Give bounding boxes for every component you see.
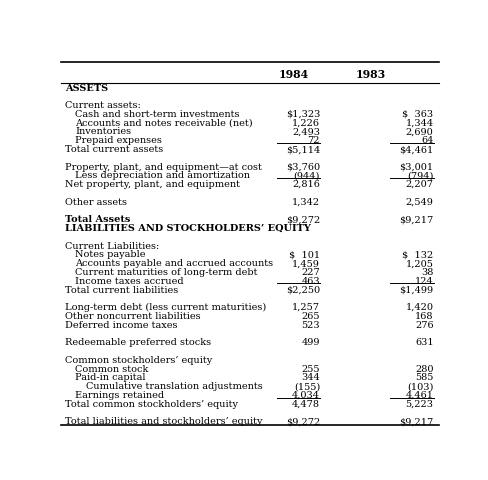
Text: Earnings retained: Earnings retained [75, 390, 164, 399]
Text: Property, plant, and equipment—at cost: Property, plant, and equipment—at cost [65, 162, 262, 171]
Text: 1,344: 1,344 [406, 119, 433, 127]
Text: 64: 64 [421, 136, 433, 145]
Text: Current Liabilities:: Current Liabilities: [65, 241, 159, 250]
Text: 72: 72 [307, 136, 320, 145]
Text: 38: 38 [421, 267, 433, 276]
Text: Income taxes accrued: Income taxes accrued [75, 276, 184, 285]
Text: Total current assets: Total current assets [65, 145, 163, 154]
Text: Inventories: Inventories [75, 127, 131, 136]
Text: LIABILITIES AND STOCKHOLDERS’ EQUITY: LIABILITIES AND STOCKHOLDERS’ EQUITY [65, 224, 311, 233]
Text: Current maturities of long-term debt: Current maturities of long-term debt [75, 267, 258, 276]
Text: 124: 124 [415, 276, 433, 285]
Text: Other noncurrent liabilities: Other noncurrent liabilities [65, 312, 201, 320]
Text: Other assets: Other assets [65, 197, 127, 206]
Text: (944): (944) [294, 171, 320, 180]
Text: Total liabilities and stockholders’ equity: Total liabilities and stockholders’ equi… [65, 417, 262, 425]
Text: $2,250: $2,250 [286, 285, 320, 294]
Text: Long-term debt (less current maturities): Long-term debt (less current maturities) [65, 302, 266, 312]
Text: Total common stockholders’ equity: Total common stockholders’ equity [65, 399, 238, 408]
Text: 280: 280 [415, 364, 433, 373]
Text: $9,272: $9,272 [286, 417, 320, 425]
Text: 344: 344 [301, 372, 320, 382]
Text: Accounts payable and accrued accounts: Accounts payable and accrued accounts [75, 259, 273, 268]
Text: Cash and short-term investments: Cash and short-term investments [75, 109, 240, 119]
Text: 499: 499 [302, 337, 320, 347]
Text: 4,034: 4,034 [292, 390, 320, 399]
Text: Total Assets: Total Assets [65, 215, 130, 224]
Text: (103): (103) [407, 382, 433, 390]
Text: Current assets:: Current assets: [65, 101, 141, 110]
Text: 276: 276 [415, 320, 433, 329]
Text: 585: 585 [415, 372, 433, 382]
Text: Prepaid expenses: Prepaid expenses [75, 136, 162, 145]
Text: 463: 463 [302, 276, 320, 285]
Text: Redeemable preferred stocks: Redeemable preferred stocks [65, 337, 211, 347]
Text: 5,223: 5,223 [406, 399, 433, 408]
Text: Paid-in capital: Paid-in capital [75, 372, 146, 382]
Text: Common stock: Common stock [75, 364, 149, 373]
Text: 255: 255 [302, 364, 320, 373]
Text: $1,323: $1,323 [285, 109, 320, 119]
Text: Deferred income taxes: Deferred income taxes [65, 320, 177, 329]
Text: 1984: 1984 [279, 69, 308, 80]
Text: Less depreciation and amortization: Less depreciation and amortization [75, 171, 250, 180]
Text: $9,272: $9,272 [286, 215, 320, 224]
Text: $  101: $ 101 [289, 250, 320, 259]
Text: 2,690: 2,690 [406, 127, 433, 136]
Text: Common stockholders’ equity: Common stockholders’ equity [65, 355, 212, 364]
Text: 265: 265 [302, 312, 320, 320]
Text: 523: 523 [302, 320, 320, 329]
Text: $  132: $ 132 [402, 250, 433, 259]
Text: $3,001: $3,001 [399, 162, 433, 171]
Text: $4,461: $4,461 [399, 145, 433, 154]
Text: 4,461: 4,461 [406, 390, 433, 399]
Text: 1,459: 1,459 [292, 259, 320, 268]
Text: $9,217: $9,217 [399, 417, 433, 425]
Text: 227: 227 [301, 267, 320, 276]
Text: Notes payable: Notes payable [75, 250, 146, 259]
Text: $9,217: $9,217 [399, 215, 433, 224]
Text: 2,493: 2,493 [292, 127, 320, 136]
Text: 4,478: 4,478 [292, 399, 320, 408]
Text: 1,420: 1,420 [406, 302, 433, 312]
Text: (794): (794) [407, 171, 433, 180]
Text: 1,257: 1,257 [292, 302, 320, 312]
Text: 1,205: 1,205 [406, 259, 433, 268]
Text: (155): (155) [294, 382, 320, 390]
Text: $3,760: $3,760 [286, 162, 320, 171]
Text: 2,207: 2,207 [406, 180, 433, 189]
Text: $5,114: $5,114 [286, 145, 320, 154]
Text: 1,226: 1,226 [292, 119, 320, 127]
Text: Net property, plant, and equipment: Net property, plant, and equipment [65, 180, 240, 189]
Text: $  363: $ 363 [403, 109, 433, 119]
Text: ASSETS: ASSETS [65, 84, 108, 92]
Text: Accounts and notes receivable (net): Accounts and notes receivable (net) [75, 119, 253, 127]
Text: Total current liabilities: Total current liabilities [65, 285, 178, 294]
Text: 2,549: 2,549 [406, 197, 433, 206]
Text: 168: 168 [415, 312, 433, 320]
Text: 631: 631 [415, 337, 433, 347]
Text: 1,342: 1,342 [292, 197, 320, 206]
Text: Cumulative translation adjustments: Cumulative translation adjustments [86, 382, 263, 390]
Text: 2,816: 2,816 [292, 180, 320, 189]
Text: $1,499: $1,499 [399, 285, 433, 294]
Text: 1983: 1983 [356, 69, 386, 80]
